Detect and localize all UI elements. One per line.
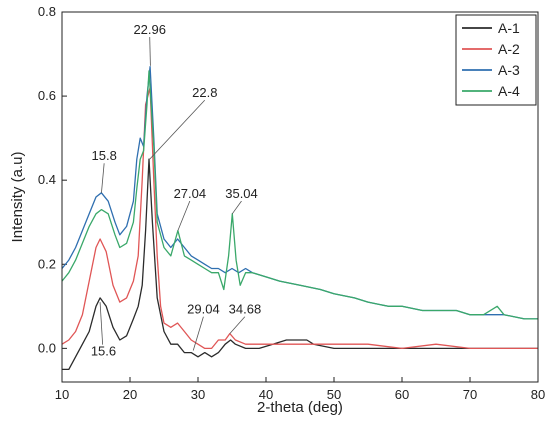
annotation-label: 22.96	[133, 22, 166, 37]
annotation-label: 27.04	[174, 186, 207, 201]
series-line-a-2	[61, 87, 538, 350]
x-tick-label: 40	[259, 387, 273, 402]
annotation-label: 15.6	[91, 344, 116, 359]
series-line-a-4	[61, 70, 538, 320]
x-axis-title: 2-theta (deg)	[257, 399, 343, 416]
annotation-bg	[89, 344, 118, 359]
y-axis-title: Intensity (a.u)	[9, 152, 26, 243]
annotation-bg	[227, 302, 263, 317]
annotation-label: 34.68	[229, 302, 262, 317]
annotation-label: 35.04	[225, 186, 258, 201]
annotation-leader	[149, 37, 151, 66]
annotation-bg	[186, 302, 221, 317]
legend-label: A-2	[498, 41, 520, 57]
annotation-bg	[191, 86, 219, 101]
annotation-leader	[177, 200, 191, 231]
legend-box	[455, 14, 537, 106]
x-tick-label: 30	[191, 387, 205, 402]
y-tick-label: 0.2	[38, 256, 56, 271]
y-axis-ticks: 0.0 0.2 0.4 0.6 0.8	[38, 4, 67, 355]
annotation-leader	[149, 99, 206, 160]
annotation-leader	[101, 163, 105, 193]
annotation-leader	[231, 200, 242, 215]
x-tick-label: 80	[531, 387, 545, 402]
x-tick-label: 20	[123, 387, 137, 402]
y-tick-label: 0.0	[38, 340, 56, 355]
annotation-bg	[90, 149, 118, 164]
x-tick-label: 60	[395, 387, 409, 402]
annotation-label: 22.8	[192, 85, 217, 100]
annotation-leader	[192, 316, 204, 351]
y-tick-label: 0.6	[38, 88, 56, 103]
annotation-bg	[224, 187, 259, 201]
annotation-label: 15.8	[92, 148, 117, 163]
annotation-bg	[172, 187, 208, 201]
legend-label: A-3	[498, 62, 520, 78]
x-axis-ticks: 10 20 30 40 50 60 70 80	[55, 377, 545, 402]
x-tick-label: 70	[463, 387, 477, 402]
legend: A-1 A-2 A-3 A-4	[455, 14, 537, 106]
x-tick-label: 10	[55, 387, 69, 402]
annotation-leader	[229, 316, 246, 334]
series-lines	[61, 66, 538, 371]
y-tick-label: 0.4	[38, 172, 56, 187]
annotation-bg	[132, 23, 167, 38]
plot-frame	[61, 11, 539, 383]
legend-label: A-1	[498, 20, 520, 36]
y-tick-label: 0.8	[38, 4, 56, 19]
x-tick-label: 50	[327, 387, 341, 402]
series-line-a-1	[62, 158, 538, 371]
annotation-label: 29.04	[187, 302, 220, 317]
peak-annotations: 22.96 22.8 15.8 27.04 35.04 29.04 34.68 15.6	[89, 22, 263, 359]
legend-label: A-4	[498, 83, 520, 99]
